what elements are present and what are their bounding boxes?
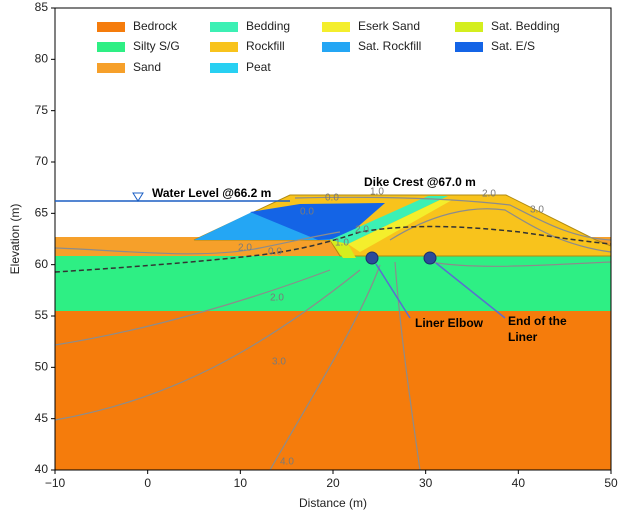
x-tick-label: 50 [604,476,618,490]
contour-label: 2.0 [482,189,496,200]
x-tick-label: 0 [144,476,151,490]
dike-crest-label: Dike Crest @67.0 m [364,175,476,189]
x-tick-label: 20 [326,476,340,490]
contour-label: 3.0 [530,205,544,216]
y-tick-label: 75 [35,103,49,117]
legend-label: Silty S/G [133,39,180,53]
contour-label: 0.0 [300,207,314,218]
y-tick-label: 80 [35,52,49,66]
legend-swatch [97,63,125,73]
y-axis-label: Elevation (m) [8,204,22,275]
legend-swatch [455,22,483,32]
legend-swatch [210,22,238,32]
contour-label: 2.0 [238,243,252,254]
legend-swatch [210,42,238,52]
y-tick-label: 85 [35,0,49,14]
legend-label: Bedding [246,19,290,33]
legend-label: Rockfill [246,39,285,53]
legend-swatch [322,22,350,32]
contour-label: 3.0 [272,357,286,368]
legend-label: Eserk Sand [358,19,420,33]
legend-label: Sat. Rockfill [358,39,421,53]
x-tick-label: −10 [45,476,66,490]
liner-end-label: End of the [508,314,567,328]
legend-label: Sat. Bedding [491,19,560,33]
water-marker [133,193,143,201]
legend-swatch [97,42,125,52]
liner-elbow-label: Liner Elbow [415,316,484,330]
legend-swatch [97,22,125,32]
chart: 0.0 1.0 2.0 3.0 0.0 1.0 2.0 0.0 2.0 2.0 … [0,0,624,516]
liner-end-point [424,252,436,264]
legend-label: Bedrock [133,19,178,33]
contour-label: 4.0 [280,457,294,468]
y-tick-label: 40 [35,462,49,476]
water-level-label: Water Level @66.2 m [152,186,271,200]
liner-elbow-point [366,252,378,264]
x-axis-label: Distance (m) [299,496,367,510]
contour-label: 0.0 [268,247,282,258]
contour-label: 1.0 [335,238,349,249]
legend-swatch [210,63,238,73]
legend-label: Peat [246,60,271,74]
y-tick-label: 65 [35,206,49,220]
y-tick-label: 70 [35,154,49,168]
y-tick-label: 60 [35,257,49,271]
legend-swatch [455,42,483,52]
legend-label: Sat. E/S [491,39,535,53]
x-tick-label: 30 [419,476,433,490]
y-tick-label: 55 [35,308,49,322]
contour-label: 2.0 [355,225,369,236]
legend-label: Sand [133,60,161,74]
liner-end-label: Liner [508,330,538,344]
contour-label: 0.0 [325,193,339,204]
legend-swatch [322,42,350,52]
zone-silty [55,256,611,311]
x-tick-label: 40 [512,476,526,490]
contour-label: 2.0 [270,293,284,304]
y-tick-label: 45 [35,411,49,425]
y-tick-label: 50 [35,360,49,374]
x-tick-label: 10 [234,476,248,490]
